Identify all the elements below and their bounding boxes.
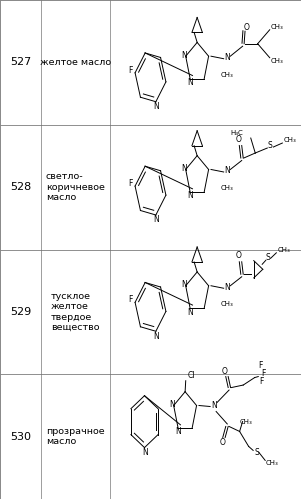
Text: N: N xyxy=(224,53,230,62)
Text: CH₃: CH₃ xyxy=(283,137,296,143)
Text: O: O xyxy=(219,438,225,447)
Text: 527: 527 xyxy=(10,57,31,67)
Text: CH₃: CH₃ xyxy=(221,72,233,78)
Text: CH₃: CH₃ xyxy=(265,461,278,467)
Text: N: N xyxy=(182,164,188,173)
Text: N: N xyxy=(187,78,193,87)
Text: N: N xyxy=(153,102,159,111)
Text: CH₃: CH₃ xyxy=(221,301,233,307)
Bar xyxy=(0,250,301,374)
Text: N: N xyxy=(224,283,230,292)
Text: тусклое
желтое
твердое
вещество: тусклое желтое твердое вещество xyxy=(51,292,100,332)
Text: 528: 528 xyxy=(10,182,31,192)
Text: N: N xyxy=(169,400,175,409)
Text: O: O xyxy=(222,367,228,376)
Text: H₃C: H₃C xyxy=(231,130,243,136)
Text: S: S xyxy=(254,448,259,457)
Text: N: N xyxy=(187,307,193,316)
Text: N: N xyxy=(153,332,159,341)
Text: 530: 530 xyxy=(10,432,31,442)
Text: Cl: Cl xyxy=(188,371,196,380)
Text: 529: 529 xyxy=(10,307,31,317)
Text: прозрачное
масло: прозрачное масло xyxy=(46,427,104,446)
Text: O: O xyxy=(244,23,250,32)
Text: N: N xyxy=(182,51,188,60)
Text: N: N xyxy=(182,280,188,289)
Text: F: F xyxy=(128,66,132,75)
Text: CH₃: CH₃ xyxy=(271,58,283,64)
Text: желтое масло: желтое масло xyxy=(40,58,111,67)
Text: S: S xyxy=(268,141,273,150)
Text: N: N xyxy=(142,448,148,457)
Text: F: F xyxy=(128,179,132,188)
Text: O: O xyxy=(236,251,242,260)
Text: F: F xyxy=(259,361,263,370)
Text: F: F xyxy=(259,377,263,386)
Text: N: N xyxy=(224,167,230,176)
Text: CH₃: CH₃ xyxy=(271,24,283,30)
Text: светло-
коричневое
масло: светло- коричневое масло xyxy=(46,172,105,202)
Text: S: S xyxy=(266,253,271,262)
Text: N: N xyxy=(175,427,181,436)
Bar xyxy=(0,374,301,499)
Text: CH₃: CH₃ xyxy=(221,185,233,191)
Text: N: N xyxy=(153,216,159,225)
Bar xyxy=(0,0,301,125)
Bar xyxy=(0,125,301,250)
Text: F: F xyxy=(128,295,132,304)
Text: N: N xyxy=(187,191,193,200)
Text: F: F xyxy=(261,369,265,378)
Text: CH₃: CH₃ xyxy=(239,420,252,426)
Text: CH₃: CH₃ xyxy=(277,247,290,253)
Text: O: O xyxy=(236,135,242,144)
Text: N: N xyxy=(211,401,217,410)
